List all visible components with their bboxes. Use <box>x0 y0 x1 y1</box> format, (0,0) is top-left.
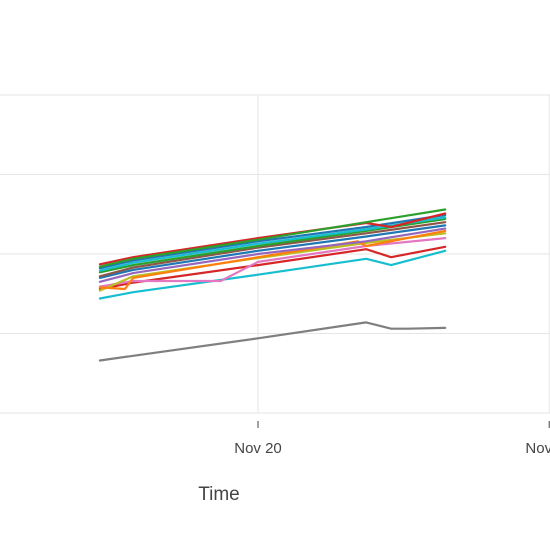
series-line <box>98 216 447 272</box>
x-tick-labels: Nov 20 Nov 27 <box>234 440 550 457</box>
series-line <box>98 208 447 268</box>
x-axis-title: Time <box>198 484 240 505</box>
series-line <box>98 321 447 362</box>
series-line <box>98 237 447 288</box>
x-tick-marks <box>257 421 550 428</box>
series-line <box>98 224 447 279</box>
series-line <box>98 249 447 300</box>
x-tick-label: Nov 20 <box>234 440 282 457</box>
series-line <box>98 213 447 270</box>
series-line <box>98 229 447 291</box>
series-line <box>98 227 447 283</box>
series-line <box>98 221 447 278</box>
series-group <box>98 208 447 362</box>
x-tick-label: Nov 27 <box>525 440 550 457</box>
